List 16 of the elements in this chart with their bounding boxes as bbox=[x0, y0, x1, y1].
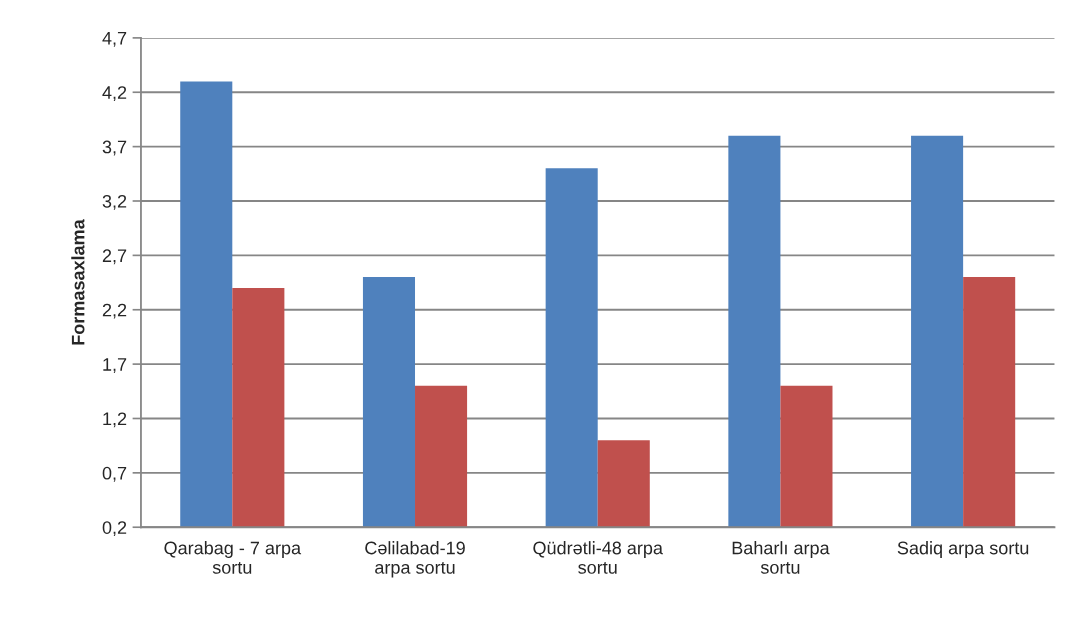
x-tick-label: Sadiq arpa sortu bbox=[897, 541, 1029, 558]
y-tick-label: 3,2 bbox=[102, 194, 127, 210]
y-axis-title: Formasaxlama bbox=[71, 219, 85, 345]
x-tick-label: Cəlilabad-19 arpa sortu bbox=[365, 541, 465, 578]
y-tick-label: 2,2 bbox=[102, 303, 127, 319]
y-tick-label: 1,2 bbox=[103, 412, 127, 428]
y-tick-label: 0,2 bbox=[102, 521, 127, 537]
x-tick-label: Baharlı arpa sortu bbox=[732, 541, 830, 574]
y-tick-label: 4,2 bbox=[102, 86, 127, 102]
x-tick-label: Qarabag - 7 arpa sortu bbox=[164, 541, 302, 574]
y-tick-label: 2,7 bbox=[102, 249, 127, 265]
x-tick-label: Qüdrətli-48 arpa sortu bbox=[533, 541, 663, 574]
y-tick-label: 3,7 bbox=[102, 140, 127, 156]
y-tick-label: 4,7 bbox=[102, 32, 127, 47]
y-tick-label: 1,7 bbox=[103, 358, 127, 373]
y-tick-label: 0,7 bbox=[102, 466, 127, 482]
